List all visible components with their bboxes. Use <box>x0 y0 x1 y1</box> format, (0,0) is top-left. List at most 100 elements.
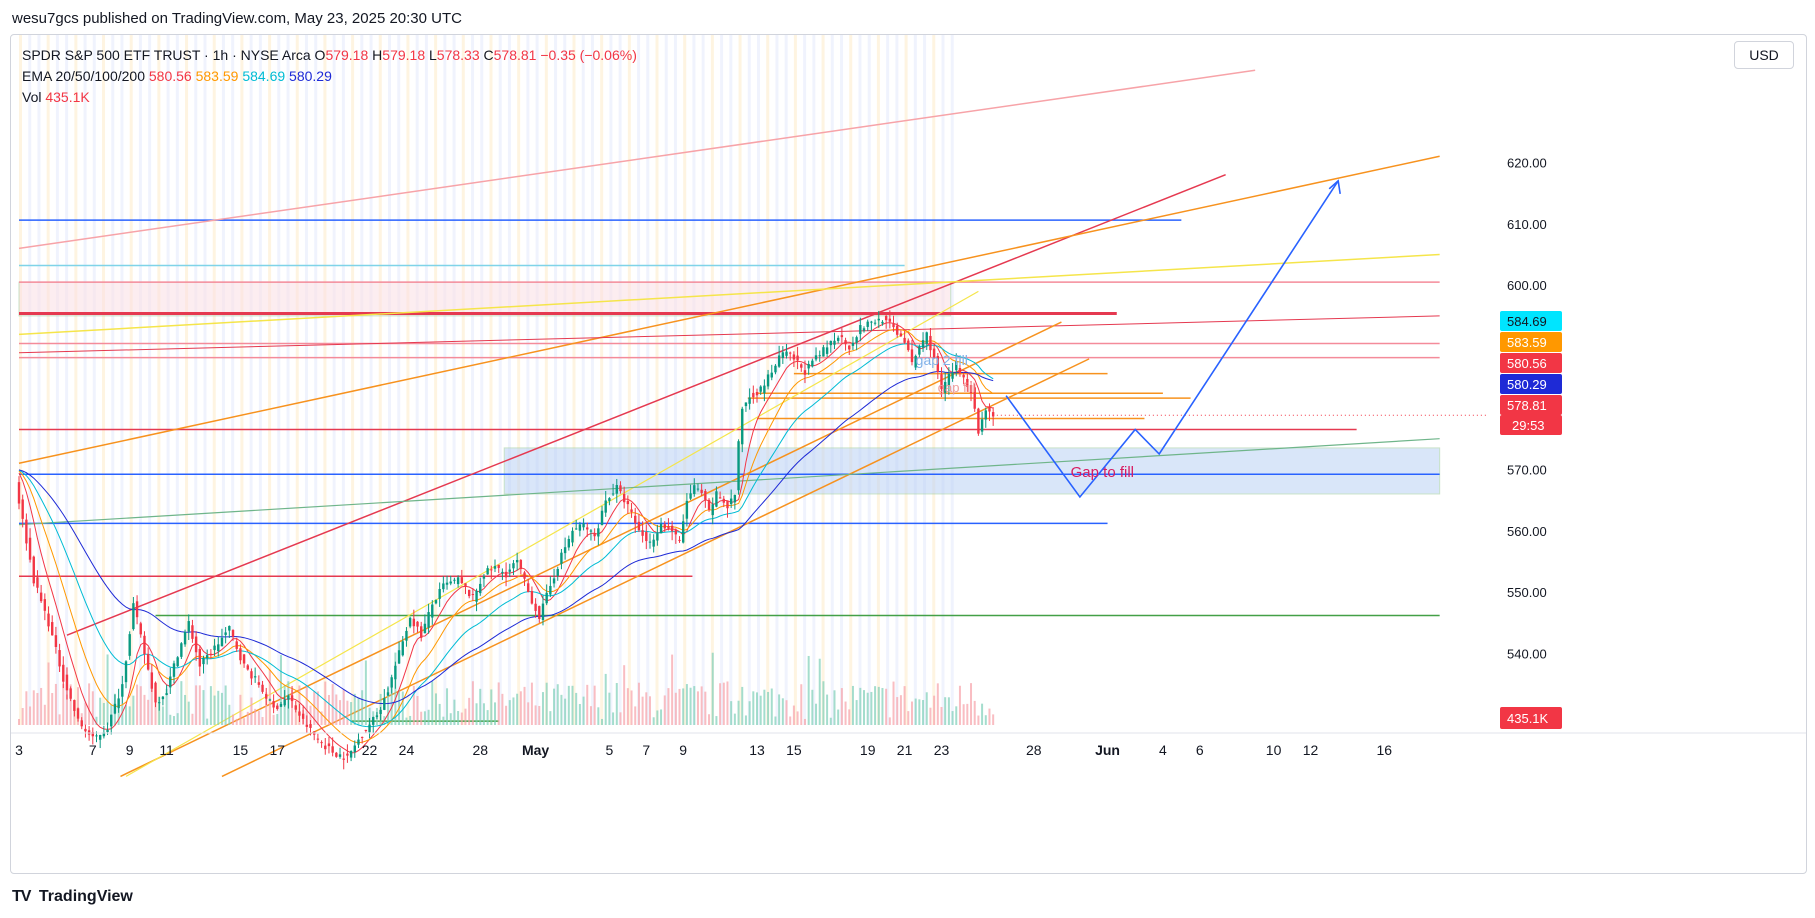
volume-bar <box>58 714 61 725</box>
candle-body <box>825 347 829 354</box>
session-stripe <box>203 35 207 725</box>
volume-bar <box>172 716 175 725</box>
volume-bar <box>446 688 449 725</box>
time-tick-label: 19 <box>860 742 876 758</box>
volume-bar <box>785 700 788 725</box>
publisher-line: wesu7gcs published on TradingView.com, M… <box>12 10 462 27</box>
candle-body <box>921 340 925 348</box>
candle-body <box>113 703 117 714</box>
candle-body <box>711 504 714 516</box>
volume-bar <box>239 694 242 725</box>
candle-body <box>656 533 659 541</box>
trend-line <box>66 173 1226 636</box>
time-tick-label: 7 <box>642 742 650 758</box>
time-tick-label: 23 <box>934 742 950 758</box>
ema-label[interactable]: EMA 20/50/100/200 <box>22 68 145 84</box>
session-stripe <box>757 35 760 725</box>
projection-arrowhead <box>1328 179 1341 194</box>
symbol-title[interactable]: SPDR S&P 500 ETF TRUST · 1h · NYSE Arca <box>22 47 311 63</box>
tradingview-brand[interactable]: TV TradingView <box>12 888 133 906</box>
candle-body <box>423 623 427 634</box>
volume-bar <box>626 688 629 725</box>
session-stripe <box>729 35 733 725</box>
time-tick-label: 24 <box>399 742 415 758</box>
candle-body <box>763 385 766 394</box>
session-stripe <box>332 35 336 725</box>
session-stripe <box>646 35 650 725</box>
chart-legend: SPDR S&P 500 ETF TRUST · 1h · NYSE Arca … <box>22 45 637 108</box>
candle-body <box>604 500 607 513</box>
volume-bar <box>479 688 482 725</box>
volume-bar <box>711 652 714 725</box>
candle-body <box>139 623 142 635</box>
session-stripes <box>19 35 954 725</box>
volume-bar <box>660 709 663 725</box>
volume-bar <box>180 681 183 725</box>
candle-body <box>84 728 87 732</box>
volume-bar <box>184 694 187 725</box>
volume-bar <box>549 711 552 725</box>
candle-body <box>796 355 799 361</box>
candle-body <box>840 335 844 338</box>
price-badge <box>1500 395 1562 415</box>
volume-bar <box>663 695 666 725</box>
volume-bar <box>409 715 412 725</box>
price-badge-label: 583.59 <box>1507 335 1547 350</box>
volume-bar <box>387 687 389 725</box>
candle-body <box>25 519 28 544</box>
candle-body <box>28 537 32 560</box>
session-stripe <box>655 35 659 725</box>
candle-body <box>862 328 866 331</box>
volume-bar <box>51 693 54 725</box>
candle-body <box>65 674 69 691</box>
candle-body <box>69 688 72 699</box>
session-stripe <box>277 35 281 725</box>
volume-bar <box>951 711 954 725</box>
candle-body <box>597 528 600 537</box>
candle-body <box>556 569 559 576</box>
price-badge <box>1500 353 1562 373</box>
currency-button[interactable]: USD <box>1734 41 1794 69</box>
candle-body <box>98 734 102 740</box>
price-badge-label: 580.56 <box>1507 356 1547 371</box>
candle-body <box>228 625 231 631</box>
session-stripe <box>388 35 391 725</box>
candle-body <box>940 374 943 390</box>
volume-bar <box>903 686 906 725</box>
candle-body <box>866 321 869 327</box>
volume-bar <box>770 688 773 725</box>
candle-body <box>567 538 571 548</box>
volume-bar <box>346 700 349 725</box>
volume-bar <box>637 682 640 725</box>
volume-label[interactable]: Vol <box>22 89 42 105</box>
candle-body <box>220 637 224 647</box>
candle-body <box>515 559 519 563</box>
volume-bar <box>553 688 556 725</box>
candle-body <box>818 355 821 357</box>
volume-bar <box>468 697 471 725</box>
volume-bar <box>416 696 419 725</box>
candle-body <box>670 525 674 532</box>
session-stripe <box>858 35 862 725</box>
candle-body <box>316 738 320 740</box>
candle-body <box>903 337 906 343</box>
candle-body <box>611 493 615 495</box>
volume-bar <box>748 701 751 725</box>
price-badge-label: 580.29 <box>1507 377 1547 392</box>
candle-body <box>198 648 202 667</box>
volume-bar <box>88 683 91 725</box>
candle-body <box>844 340 847 345</box>
volume-bar <box>726 681 729 725</box>
volume-bar <box>981 703 984 725</box>
volume-bar <box>648 696 651 725</box>
volume-bar <box>261 717 264 725</box>
candle-body <box>305 724 309 727</box>
candle-body <box>401 641 404 656</box>
candle-body <box>693 485 696 494</box>
candle-body <box>475 590 478 602</box>
volume-bar <box>501 693 504 725</box>
candle-body <box>645 531 648 542</box>
session-stripe <box>627 35 631 725</box>
